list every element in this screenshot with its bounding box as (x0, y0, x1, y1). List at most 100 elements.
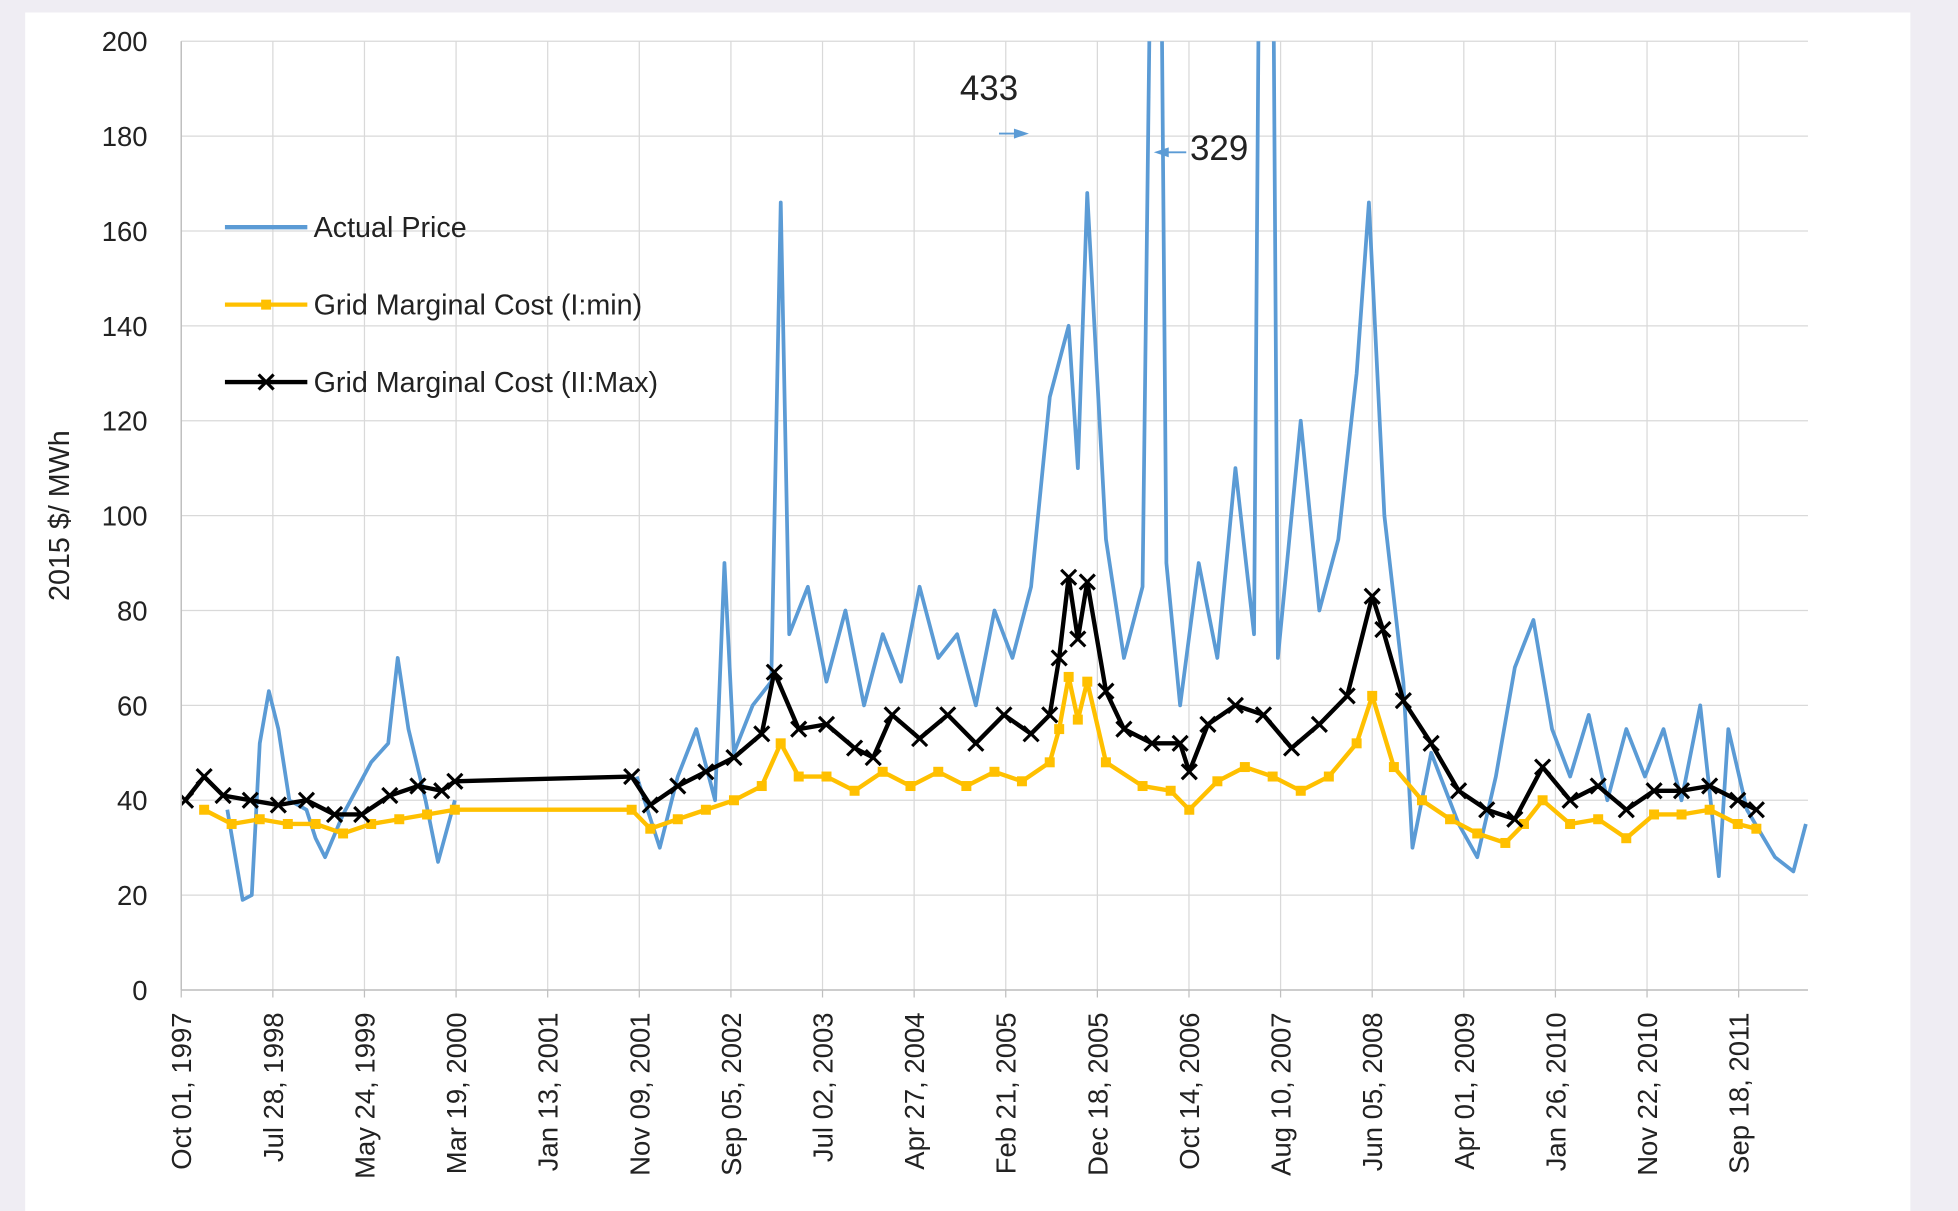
marker (669, 777, 687, 795)
marker (1394, 692, 1412, 710)
marker (325, 805, 344, 824)
marker (1022, 725, 1040, 743)
x-tick-label: May 24, 1999 (349, 1012, 380, 1178)
marker (995, 706, 1013, 724)
marker (1422, 734, 1440, 752)
marker (449, 804, 460, 815)
marker (1143, 734, 1161, 752)
marker (1212, 776, 1223, 787)
y-tick-label: 80 (117, 595, 148, 626)
marker (1500, 837, 1511, 848)
marker (1054, 724, 1065, 735)
marker (310, 818, 321, 829)
marker (1072, 714, 1083, 725)
x-tick-label: Nov 09, 2001 (624, 1012, 655, 1175)
marker (1445, 814, 1456, 825)
marker (864, 748, 882, 767)
y-tick-label: 100 (102, 501, 148, 532)
marker (353, 805, 371, 824)
marker (1478, 801, 1496, 819)
chart-area (25, 12, 1911, 1211)
legend-label: Actual Price (314, 212, 467, 244)
marker (877, 766, 888, 777)
marker (366, 818, 377, 829)
marker (1239, 762, 1250, 773)
marker (1593, 814, 1604, 825)
marker (1078, 573, 1096, 591)
marker (1323, 771, 1334, 782)
marker (1534, 758, 1552, 776)
marker (641, 796, 659, 814)
x-tick-label: Mar 19, 2000 (441, 1012, 472, 1174)
marker (1561, 791, 1579, 809)
y-tick-label: 0 (132, 975, 147, 1006)
x-tick-label: Nov 22, 2010 (1632, 1012, 1663, 1175)
marker (849, 785, 860, 796)
y-tick-label: 120 (102, 406, 148, 437)
marker (1729, 791, 1747, 809)
annotation-arrow (1153, 147, 1169, 158)
marker (199, 804, 210, 815)
marker (1063, 671, 1074, 682)
marker (433, 782, 451, 800)
marker (1044, 757, 1055, 768)
marker (1649, 809, 1660, 820)
x-tick-label: Aug 10, 2007 (1266, 1012, 1297, 1175)
marker (1199, 715, 1217, 733)
legend-label: Grid Marginal Cost (II:Max) (314, 367, 659, 399)
y-tick-label: 140 (102, 311, 148, 342)
marker (1180, 763, 1198, 781)
series-line (225, 41, 1808, 902)
marker (241, 791, 259, 809)
marker (257, 373, 275, 391)
y-tick-label: 20 (117, 880, 148, 911)
y-tick-label: 60 (117, 690, 148, 721)
marker (446, 772, 464, 790)
marker (775, 738, 786, 749)
marker (297, 791, 316, 809)
x-tick-label: Jun 05, 2008 (1357, 1012, 1388, 1171)
marker (1097, 682, 1115, 700)
marker (700, 804, 711, 815)
marker (381, 786, 399, 805)
marker (338, 828, 349, 839)
marker (1226, 696, 1244, 714)
marker (756, 781, 767, 792)
y-tick-label: 200 (102, 26, 148, 57)
marker (672, 814, 683, 825)
marker (1416, 795, 1427, 806)
marker (195, 767, 213, 786)
marker (821, 771, 832, 782)
marker (967, 734, 985, 752)
x-tick-label: Oct 14, 2006 (1174, 1012, 1205, 1169)
x-tick-label: Apr 27, 2004 (899, 1012, 930, 1169)
marker (1518, 818, 1529, 829)
marker (1282, 739, 1301, 757)
marker (1050, 649, 1068, 667)
marker (1732, 818, 1743, 829)
marker (1254, 706, 1273, 724)
y-tick-label: 40 (117, 785, 148, 816)
marker (1621, 833, 1632, 844)
x-tick-label: Sep 18, 2011 (1724, 1012, 1755, 1173)
marker (793, 771, 804, 782)
marker (1537, 795, 1548, 806)
marker (1676, 809, 1687, 820)
marker (645, 823, 656, 834)
marker (753, 725, 771, 743)
x-tick-label: Jan 26, 2010 (1540, 1012, 1571, 1171)
marker (697, 763, 715, 781)
marker (1016, 776, 1027, 787)
marker (939, 706, 957, 724)
marker (1165, 785, 1176, 796)
y-tick-label: 160 (102, 216, 148, 247)
x-tick-label: Jul 02, 2003 (808, 1012, 839, 1162)
marker (1701, 777, 1719, 795)
marker (911, 729, 929, 748)
marker (1060, 568, 1078, 586)
marker (1351, 738, 1362, 749)
annotation: 329 (1190, 129, 1248, 168)
marker (1082, 676, 1093, 687)
marker (1751, 823, 1762, 834)
